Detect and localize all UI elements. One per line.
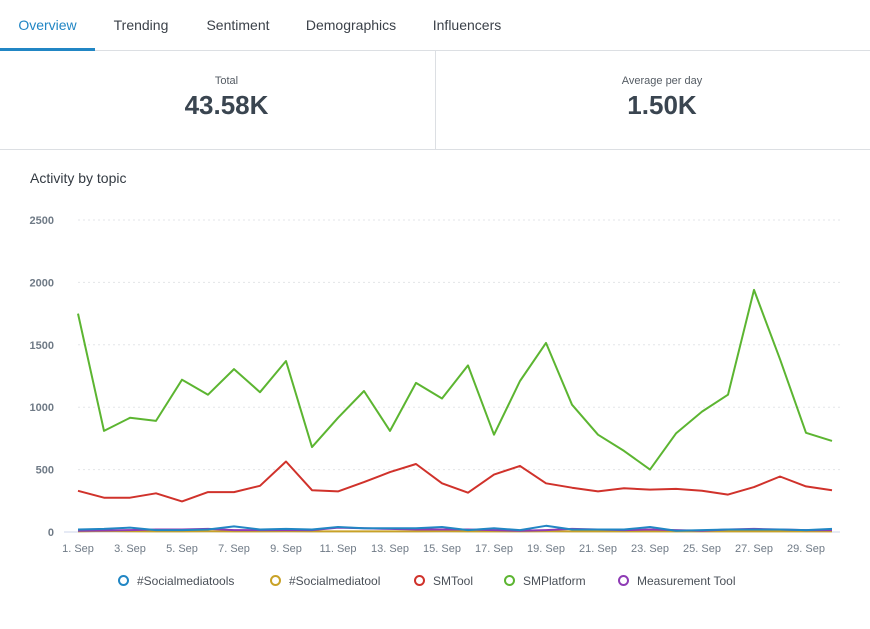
y-tick-label: 500 bbox=[36, 465, 54, 477]
stat-average: Average per day 1.50K bbox=[436, 51, 870, 149]
x-tick-label: 27. Sep bbox=[735, 543, 773, 555]
x-tick-label: 19. Sep bbox=[527, 543, 565, 555]
x-tick-label: 3. Sep bbox=[114, 543, 146, 555]
x-tick-label: 29. Sep bbox=[787, 543, 825, 555]
series-line-smplatform bbox=[77, 288, 833, 471]
tab-trending[interactable]: Trending bbox=[113, 17, 169, 33]
chart-legend: #Socialmediatools #Socialmediatool SMToo… bbox=[0, 571, 870, 591]
legend-item-smplatform[interactable]: SMPlatform bbox=[504, 571, 586, 591]
x-tick-label: 25. Sep bbox=[683, 543, 721, 555]
stat-average-value: 1.50K bbox=[627, 90, 697, 120]
x-tick-label: 23. Sep bbox=[631, 543, 669, 555]
stat-total-value: 43.58K bbox=[184, 90, 269, 120]
x-tick-label: 13. Sep bbox=[371, 543, 409, 555]
stat-total: Total 43.58K bbox=[0, 51, 453, 149]
legend-marker-icon bbox=[504, 575, 515, 587]
stats-row: Total 43.58K Average per day 1.50K bbox=[0, 51, 870, 150]
legend-marker-icon bbox=[270, 575, 281, 587]
x-tick-label: 21. Sep bbox=[579, 543, 617, 555]
y-tick-label: 2000 bbox=[30, 277, 54, 289]
active-tab-indicator bbox=[0, 48, 95, 51]
legend-label: Measurement Tool bbox=[637, 574, 736, 588]
chart-title: Activity by topic bbox=[30, 170, 127, 186]
legend-item-smtool[interactable]: SMTool bbox=[414, 571, 473, 591]
series-line-smtool bbox=[77, 460, 833, 503]
tab-demographics[interactable]: Demographics bbox=[305, 17, 397, 33]
legend-marker-icon bbox=[414, 575, 425, 587]
x-tick-label: 9. Sep bbox=[270, 543, 302, 555]
stat-total-label: Total bbox=[214, 75, 239, 87]
x-tick-label: 1. Sep bbox=[62, 543, 94, 555]
tab-overview[interactable]: Overview bbox=[18, 17, 77, 33]
legend-marker-icon bbox=[118, 575, 129, 587]
stat-divider bbox=[435, 51, 436, 149]
legend-label: #Socialmediatool bbox=[289, 574, 381, 588]
legend-item-socialmediatool[interactable]: #Socialmediatool bbox=[270, 571, 380, 591]
x-tick-label: 15. Sep bbox=[423, 543, 461, 555]
tab-sentiment[interactable]: Sentiment bbox=[206, 17, 270, 33]
tab-influencers[interactable]: Influencers bbox=[432, 17, 502, 33]
activity-line-chart: 0 500 1000 1500 2000 2500 1. Sep 3. Sep 5. Sep 7.… bbox=[30, 215, 840, 555]
x-tick-label: 17. Sep bbox=[475, 543, 513, 555]
x-tick-label: 7. Sep bbox=[218, 543, 250, 555]
legend-label: #Socialmediatools bbox=[137, 574, 235, 588]
x-tick-label: 11. Sep bbox=[319, 543, 356, 555]
legend-item-measurement-tool[interactable]: Measurement Tool bbox=[618, 571, 736, 591]
legend-item-socialmediatools[interactable]: #Socialmediatools bbox=[118, 571, 234, 591]
legend-marker-icon bbox=[618, 575, 629, 587]
tab-bar: Overview Trending Sentiment Demographics… bbox=[0, 0, 870, 51]
x-tick-label: 5. Sep bbox=[166, 543, 198, 555]
y-tick-label: 1000 bbox=[30, 402, 54, 414]
series-line-socialmediatools bbox=[77, 524, 833, 532]
legend-label: SMPlatform bbox=[523, 574, 586, 588]
y-tick-label: 0 bbox=[48, 527, 54, 539]
y-tick-label: 1500 bbox=[30, 340, 54, 352]
legend-label: SMTool bbox=[433, 574, 474, 588]
y-tick-label: 2500 bbox=[30, 215, 54, 227]
stat-average-label: Average per day bbox=[621, 75, 703, 87]
